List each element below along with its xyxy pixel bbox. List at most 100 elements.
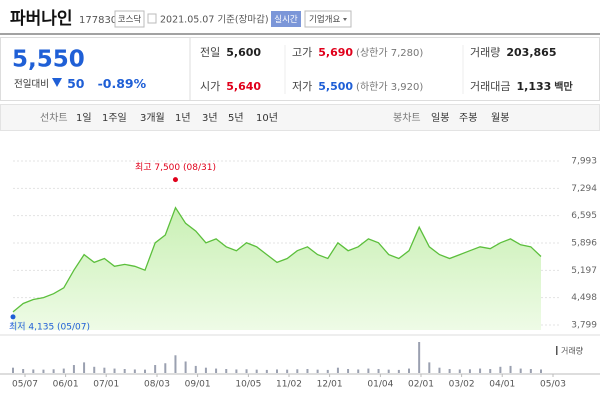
- volume-bar: [235, 369, 238, 373]
- volume-bar: [93, 366, 96, 373]
- period-tab[interactable]: 10년: [256, 112, 278, 124]
- volume-bar: [194, 365, 197, 373]
- x-tick-label: 10/05: [235, 380, 261, 390]
- x-tick-label: 04/01: [489, 380, 515, 390]
- stat: 거래대금 1,133 백만: [470, 80, 573, 93]
- volume-bar: [418, 342, 421, 373]
- volume-bar: [499, 366, 502, 373]
- x-tick-label: 08/03: [144, 380, 170, 390]
- company-info-button[interactable]: [304, 10, 352, 28]
- y-tick-label: 7,993: [571, 157, 597, 167]
- volume-bar: [509, 365, 512, 373]
- volume-bar: [245, 369, 248, 373]
- volume-bar: [357, 369, 360, 373]
- market-badge: [114, 10, 145, 28]
- period-tab[interactable]: 1년: [175, 112, 191, 124]
- tab-group-label: 봉차트: [393, 112, 421, 124]
- volume-bar: [306, 369, 309, 373]
- volume-bar: [62, 368, 65, 373]
- stat: 저가 5,500 (하한가 3,920): [292, 80, 423, 93]
- period-tab[interactable]: 5년: [228, 112, 244, 124]
- volume-bar: [164, 363, 167, 373]
- volume-legend-mark: [556, 346, 558, 355]
- high-marker: [172, 177, 178, 183]
- x-tick-label: 07/01: [93, 380, 119, 390]
- stat-label: 전일: [200, 45, 220, 59]
- stats: 전일 5,600 고가 5,690 (상한가 7,280) 거래량 203,865 시가 5,6…: [200, 45, 573, 93]
- candle-tab[interactable]: 월봉: [491, 112, 509, 124]
- volume-bar: [326, 369, 329, 373]
- price-change: 전일대비 50 -0.89%: [14, 74, 147, 93]
- volume-bar: [428, 362, 431, 373]
- volume-bar: [519, 368, 522, 373]
- volume-bar: [397, 369, 400, 373]
- stock-code: 177830: [79, 15, 117, 26]
- company-info-label[interactable]: 기업개요: [309, 14, 340, 25]
- stat-label: 시가: [200, 80, 220, 93]
- period-tab[interactable]: 3개월: [140, 112, 165, 124]
- low-marker: [10, 314, 16, 320]
- change-label: 전일대비: [14, 79, 49, 90]
- volume-bar: [174, 355, 177, 373]
- candle-tab[interactable]: 주봉: [459, 112, 477, 124]
- y-tick-label: 5,896: [571, 239, 597, 249]
- period-tab[interactable]: 1주일: [102, 112, 127, 124]
- volume-bar: [215, 368, 218, 373]
- stat-label: 거래량: [470, 46, 500, 59]
- stat-value: 5,500: [318, 80, 353, 93]
- market-label: 코스닥: [118, 14, 142, 25]
- volume-bar: [184, 361, 187, 373]
- volume-bar: [438, 367, 441, 373]
- volume-bar: [255, 369, 258, 373]
- stat: 시가 5,640: [200, 80, 261, 93]
- change-rate: -0.89%: [98, 76, 147, 91]
- stat-value: 5,640: [226, 80, 261, 93]
- current-price: 5,550: [12, 47, 85, 73]
- low-annotation: 최저 4,135 (05/07): [9, 321, 90, 332]
- realtime-button[interactable]: [271, 11, 301, 27]
- tabs: 선차트 1일 1주일 3개월 1년 3년 5년 10년 봉차트 일봉 주봉 월봉: [40, 112, 509, 124]
- volume-bar: [32, 369, 35, 373]
- calendar-icon: [147, 13, 157, 24]
- volume-bar: [347, 369, 350, 373]
- period-tab[interactable]: 3년: [202, 112, 218, 124]
- change-amount: 50: [67, 76, 85, 91]
- y-tick-label: 3,799: [571, 321, 597, 331]
- price-chart: 7,993 7,294 6,595 5,896 5,197 4,498 3,799 최고 7,…: [9, 157, 597, 390]
- volume-bar: [387, 369, 390, 373]
- stat-value: 5,690: [318, 46, 353, 59]
- stat: 고가 5,690 (상한가 7,280): [292, 46, 423, 59]
- x-tick-label: 01/04: [367, 380, 393, 390]
- base-date: 2021.05.07 기준(장마감): [160, 14, 269, 26]
- stat-note: (하한가 3,920): [356, 80, 423, 93]
- x-tick-label: 02/01: [408, 380, 434, 390]
- x-tick-label: 11/02: [276, 380, 302, 390]
- stat: 거래량 203,865: [470, 46, 556, 59]
- volume-bar: [225, 369, 228, 373]
- volume-bar: [458, 369, 461, 373]
- period-tab[interactable]: 1일: [76, 112, 92, 124]
- volume-bar: [489, 369, 492, 373]
- volume-bar: [133, 369, 136, 373]
- volume-bar: [144, 369, 146, 373]
- x-tick-label: 03/02: [449, 380, 475, 390]
- volume-bar: [377, 369, 380, 373]
- down-triangle: [52, 78, 62, 87]
- volume-bar: [42, 369, 45, 373]
- x-tick-label: 12/01: [317, 380, 343, 390]
- volume-bar: [276, 369, 278, 373]
- realtime-label[interactable]: 실시간: [274, 14, 298, 25]
- volume-bar: [336, 367, 339, 373]
- y-tick-label: 5,197: [571, 266, 597, 276]
- stat-label: 거래대금: [470, 80, 510, 93]
- candle-tab[interactable]: 일봉: [431, 112, 449, 124]
- volume-bar: [316, 369, 319, 373]
- stat-value: 1,133: [516, 80, 551, 93]
- stat-label: 저가: [292, 80, 312, 93]
- volume-bar: [12, 367, 14, 373]
- volume-bar: [113, 368, 116, 373]
- volume-legend: 거래량: [561, 346, 584, 356]
- volume-bar: [367, 368, 370, 373]
